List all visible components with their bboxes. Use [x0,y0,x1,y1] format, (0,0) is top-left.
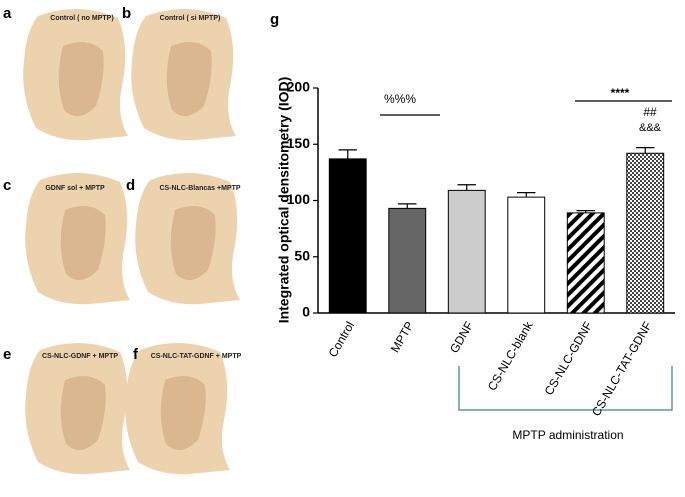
x-tick-label: MPTP [388,319,417,355]
panel-letter: f [133,346,139,363]
annotation: ## [643,105,657,119]
error-bar [398,203,417,209]
x-tick-label: CS-NLC-TAT-GDNF [589,319,655,419]
error-bar [517,192,536,198]
panel-letter: g [270,11,279,28]
bar [566,212,605,314]
annotation: %%% [384,92,416,106]
slice-images [23,8,240,475]
x-tick-label: CS-NLC-GDNF [542,319,595,398]
bar [328,158,367,314]
panel-letter: a [3,5,12,22]
bar [447,189,486,314]
panel-letter: b [122,5,131,22]
y-tick-label: 200 [287,79,311,95]
error-bar [576,210,595,213]
panel-letter: c [3,177,11,194]
bar [388,207,427,314]
chart: g Integrated optical densitometry (IOD) … [270,11,675,442]
bar [507,196,546,314]
x-tick-label: Control [326,319,357,360]
annotation: **** [611,86,630,100]
panel-caption: CS-NLC-TAT-GDNF + MPTP [151,353,242,360]
error-bar [457,184,476,191]
panel-caption: Control ( no MPTP) [50,15,113,22]
bar [626,152,665,314]
panel-caption: Control ( si MPTP) [160,15,221,22]
error-bar [338,149,357,159]
y-tick-label: 0 [302,304,310,320]
panel-caption: CS-NLC-GDNF + MPTP [42,353,118,360]
group-label: MPTP administration [512,428,623,442]
panel-letter: d [126,177,135,194]
x-tick-label: GDNF [447,319,476,355]
y-tick-label: 50 [294,247,310,263]
error-bar [636,147,655,154]
annotation: &&& [639,122,662,134]
panel-caption: CS-NLC-Blancas +MPTP [159,185,240,192]
panel-caption: GDNF sol + MPTP [45,185,105,192]
panel-letter: e [3,346,11,363]
y-tick-label: 150 [287,135,311,151]
x-tick-label: CS-NLC-blank [485,318,536,393]
group-bracket [458,366,673,411]
y-tick-label: 100 [287,191,311,207]
y-axis-title: Integrated optical densitometry (IOD) [276,77,292,324]
